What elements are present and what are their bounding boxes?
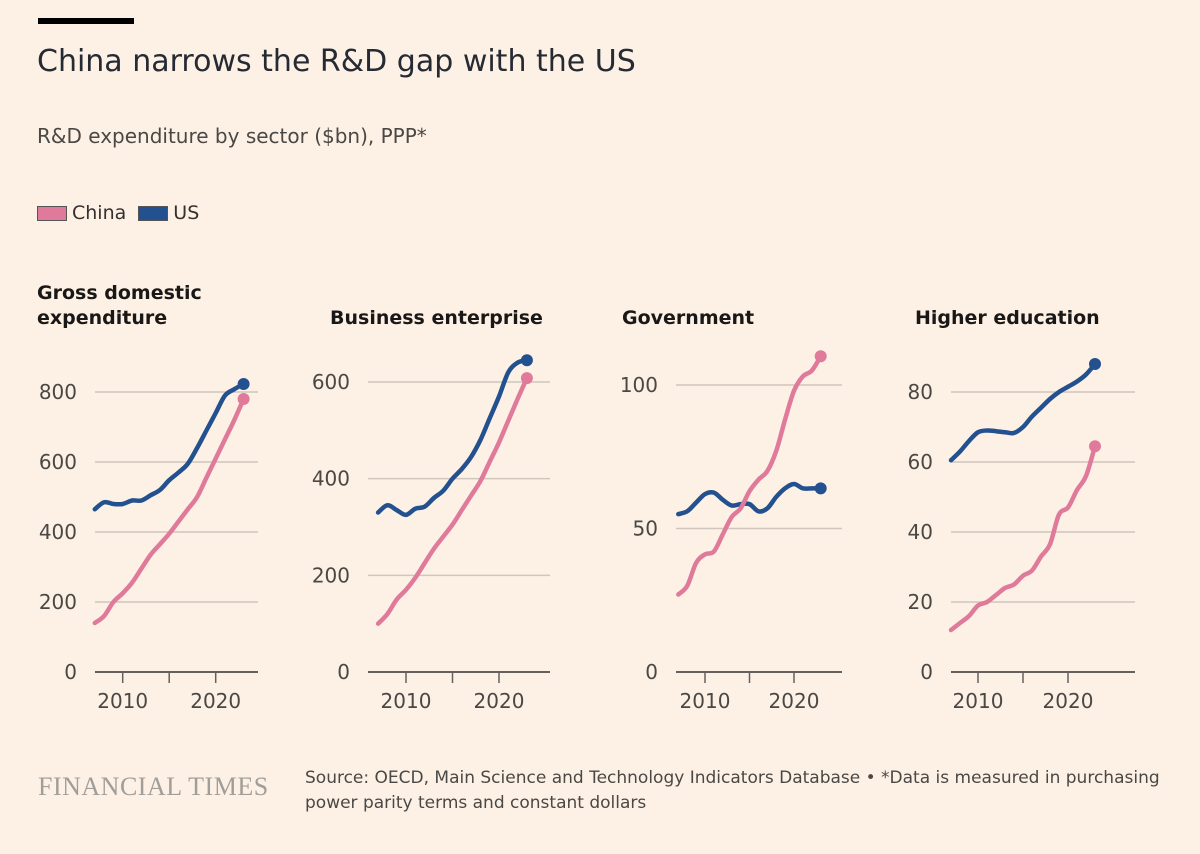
y-tick-label: 60 xyxy=(908,450,933,474)
y-tick-label: 0 xyxy=(920,660,933,684)
x-tick-label: 2020 xyxy=(769,689,820,713)
legend-swatch-china xyxy=(37,205,67,221)
brand-bar xyxy=(38,18,134,24)
y-tick-label: 400 xyxy=(312,467,350,491)
panel-title-higher-education: Higher education xyxy=(915,307,1100,329)
series-line-us xyxy=(92,381,246,512)
panel-title-government: Government xyxy=(622,307,755,329)
end-point-china xyxy=(520,372,533,385)
y-tick-label: 80 xyxy=(908,380,933,404)
y-tick-label: 40 xyxy=(908,520,933,544)
x-tick-label: 2010 xyxy=(680,689,731,713)
y-tick-label: 20 xyxy=(908,590,933,614)
legend-label: US xyxy=(173,202,200,224)
series-line-china xyxy=(676,354,823,597)
legend: China US xyxy=(37,202,199,224)
x-tick-label: 2010 xyxy=(97,689,148,713)
series-line-china xyxy=(92,396,246,626)
chart-title: China narrows the R&D gap with the US xyxy=(37,44,636,79)
source-note: Source: OECD, Main Science and Technolog… xyxy=(305,768,1160,813)
y-tick-label: 0 xyxy=(337,660,350,684)
y-tick-label: 100 xyxy=(620,373,658,397)
x-tick-label: 2020 xyxy=(190,689,241,713)
y-tick-label: 0 xyxy=(645,660,658,684)
y-tick-label: 600 xyxy=(39,450,77,474)
y-tick-label: 200 xyxy=(39,590,77,614)
x-tick-label: 2020 xyxy=(474,689,525,713)
end-point-us xyxy=(1089,358,1101,370)
series-line-us xyxy=(948,361,1098,463)
end-point-china xyxy=(1089,440,1101,453)
y-tick-label: 800 xyxy=(39,380,77,404)
x-tick-label: 2020 xyxy=(1043,689,1094,713)
legend-label: China xyxy=(72,202,127,224)
series-line-china xyxy=(948,444,1098,633)
y-tick-label: 50 xyxy=(633,517,658,541)
end-point-china xyxy=(237,393,250,405)
end-point-us xyxy=(520,354,533,367)
series-line-china xyxy=(375,375,530,626)
series-line-us xyxy=(676,481,823,517)
end-point-us xyxy=(814,482,827,495)
end-point-china xyxy=(814,350,827,363)
legend-swatch-us xyxy=(138,205,169,221)
series-line-us xyxy=(375,358,530,518)
y-tick-label: 400 xyxy=(39,520,77,544)
y-tick-label: 600 xyxy=(312,370,350,394)
panel-title-gross: Gross domestic expenditure xyxy=(37,282,202,329)
y-tick-label: 200 xyxy=(312,563,350,587)
x-tick-label: 2010 xyxy=(381,689,432,713)
ft-logo: FINANCIAL TIMES xyxy=(38,772,269,801)
x-tick-label: 2010 xyxy=(953,689,1004,713)
panel-title-business: Business enterprise xyxy=(330,307,543,329)
legend-item-china: China xyxy=(37,202,126,224)
chart-subtitle: R&D expenditure by sector ($bn), PPP* xyxy=(37,124,427,148)
y-tick-label: 0 xyxy=(64,660,77,684)
end-point-us xyxy=(237,377,250,390)
legend-item-us: US xyxy=(138,202,199,224)
